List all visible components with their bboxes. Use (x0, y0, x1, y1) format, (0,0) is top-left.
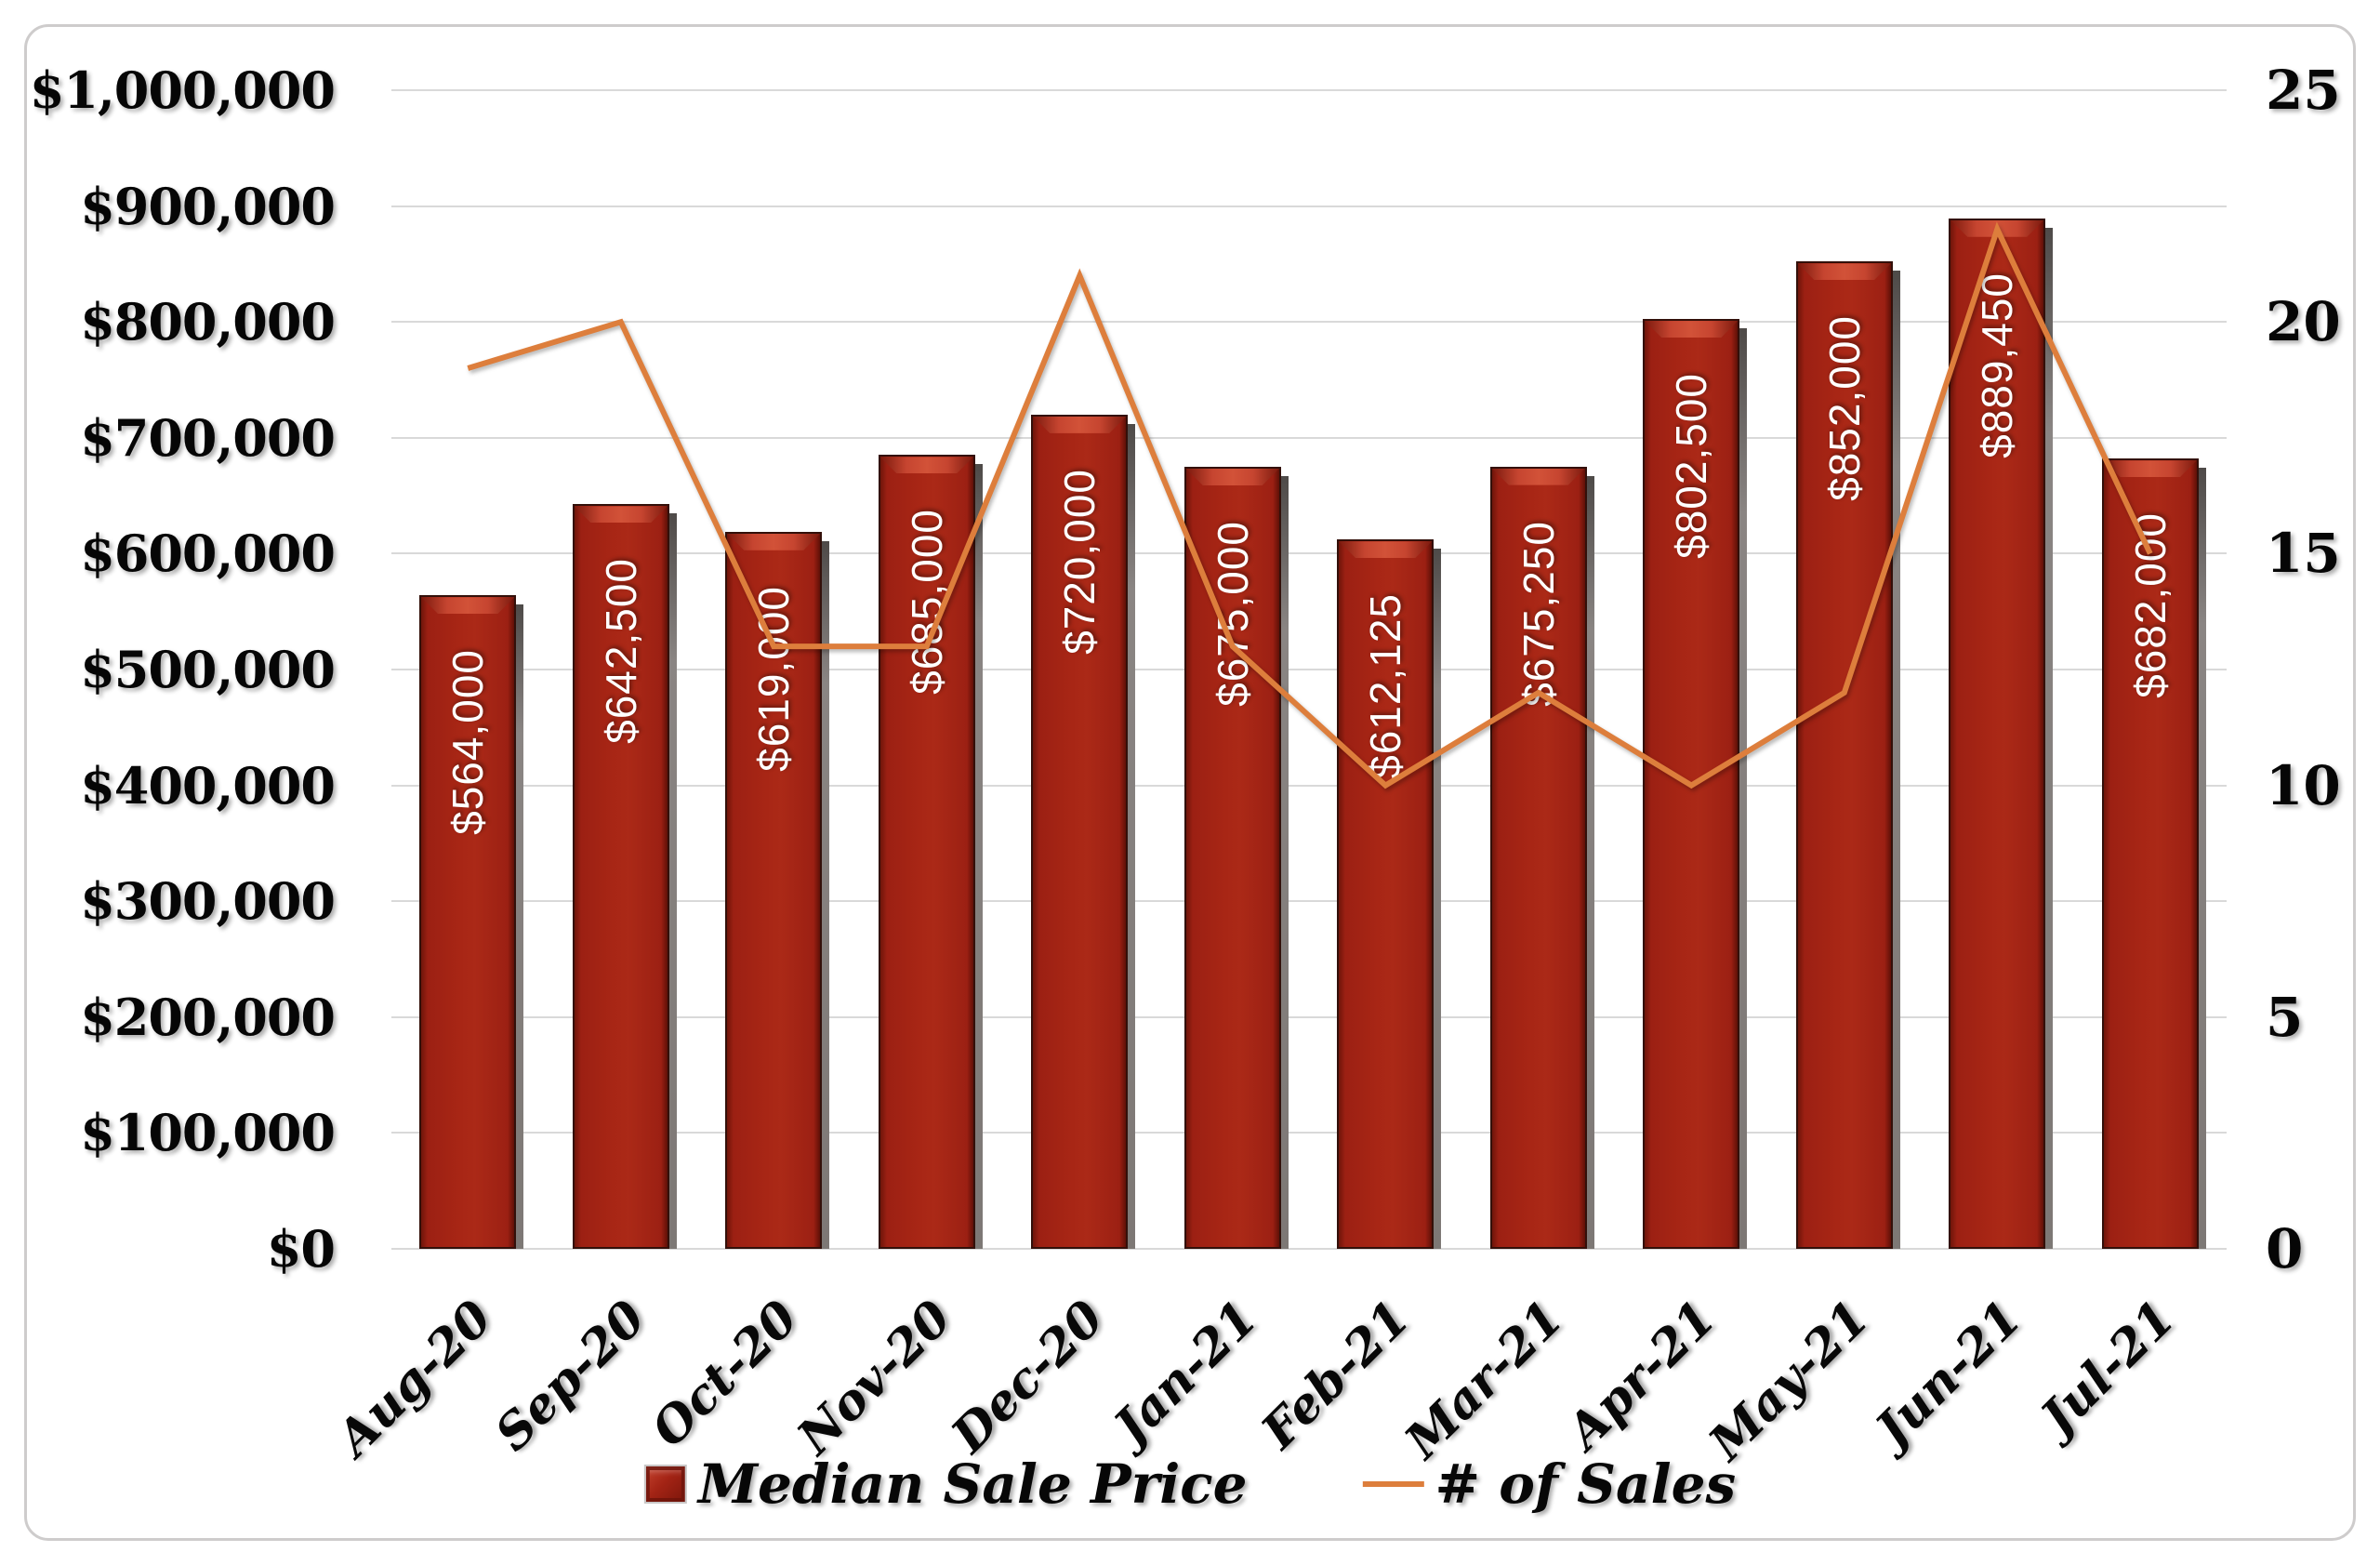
sales-line (467, 221, 2153, 789)
bar-side-shadow (1434, 549, 1442, 1249)
bar-median-sale-price: $720,000 (1031, 414, 1136, 1249)
bar-top-bevel (575, 506, 668, 523)
bar-median-sale-price: $685,000 (878, 455, 983, 1249)
gridline (391, 669, 2227, 670)
gridline (391, 1015, 2227, 1018)
gridline (391, 900, 2227, 903)
bar-median-sale-price: $675,250 (1489, 466, 1594, 1249)
left-axis-tick-label: $500,000 (80, 640, 336, 699)
gridline (391, 205, 2227, 207)
gridline (391, 321, 2227, 324)
bar-side-shadow (668, 513, 677, 1249)
bar-side-shadow (2198, 468, 2206, 1249)
left-axis-tick-label: $400,000 (80, 755, 336, 816)
left-axis-tick-label: $1,000,000 (29, 60, 336, 120)
gridline (391, 1132, 2227, 1134)
bar-side-shadow (2045, 227, 2054, 1249)
right-axis-tick-label: 0 (2266, 1217, 2304, 1280)
bar-side-shadow (1128, 423, 1136, 1249)
right-axis-tick-label: 10 (2266, 753, 2341, 817)
bar-median-sale-price: $564,000 (419, 595, 524, 1249)
bar-side-shadow (1739, 328, 1748, 1249)
bar-top-bevel (727, 534, 820, 550)
bar-top-bevel (1186, 469, 1279, 485)
bar-top-bevel (1798, 263, 1891, 280)
left-axis-tick-label: $800,000 (80, 292, 336, 352)
bar-top-bevel (1339, 541, 1432, 558)
gridline (391, 552, 2227, 555)
bar-median-sale-price: $675,000 (1183, 466, 1289, 1249)
chart-border (24, 24, 2356, 1541)
bar-median-sale-price: $682,000 (2101, 458, 2206, 1249)
left-axis-tick-label: $900,000 (80, 176, 336, 236)
legend-bar-swatch (643, 1465, 687, 1504)
left-axis-tick-label: $0 (266, 1219, 336, 1279)
legend-label-num-of-sales: # of Sales (1435, 1452, 1737, 1516)
bar-median-sale-price: $612,125 (1337, 539, 1442, 1249)
bar-median-sale-price: $642,500 (572, 504, 677, 1249)
left-axis-tick-label: $700,000 (80, 407, 336, 468)
left-axis-tick-label: $200,000 (80, 987, 336, 1047)
left-axis-tick-label: $600,000 (80, 524, 336, 584)
bar-median-sale-price: $852,000 (1795, 261, 1900, 1249)
bar-top-bevel (1492, 469, 1585, 485)
bar-top-bevel (1645, 321, 1738, 338)
sales-line-series (467, 221, 2153, 789)
bar-side-shadow (1892, 271, 1900, 1249)
bar-top-bevel (1033, 417, 1126, 433)
gridline (391, 784, 2227, 787)
right-axis-tick-label: 5 (2266, 985, 2304, 1049)
legend: Median Sale Price # of Sales (643, 1452, 1736, 1516)
gridline (391, 89, 2227, 91)
bar-side-shadow (516, 604, 524, 1249)
left-axis-tick-label: $300,000 (80, 871, 336, 932)
bar-side-shadow (822, 540, 830, 1249)
legend-item-num-of-sales: # of Sales (1362, 1452, 1736, 1516)
right-axis-tick-label: 15 (2266, 522, 2341, 586)
bar-median-sale-price: $619,000 (725, 531, 830, 1249)
legend-item-median-sale-price: Median Sale Price (643, 1452, 1248, 1516)
gridline (391, 436, 2227, 439)
bar-top-bevel (2104, 460, 2197, 477)
gridline (391, 1248, 2227, 1250)
left-axis-tick-label: $100,000 (80, 1103, 336, 1163)
bar-side-shadow (974, 464, 983, 1249)
right-axis-tick-label: 25 (2266, 59, 2341, 122)
legend-label-median-sale-price: Median Sale Price (697, 1452, 1248, 1516)
right-axis-tick-label: 20 (2266, 290, 2341, 354)
bar-side-shadow (1280, 475, 1289, 1249)
legend-line-swatch (1362, 1481, 1424, 1487)
bar-top-bevel (421, 597, 514, 614)
bar-top-bevel (880, 457, 973, 473)
bar-side-shadow (1586, 475, 1594, 1249)
